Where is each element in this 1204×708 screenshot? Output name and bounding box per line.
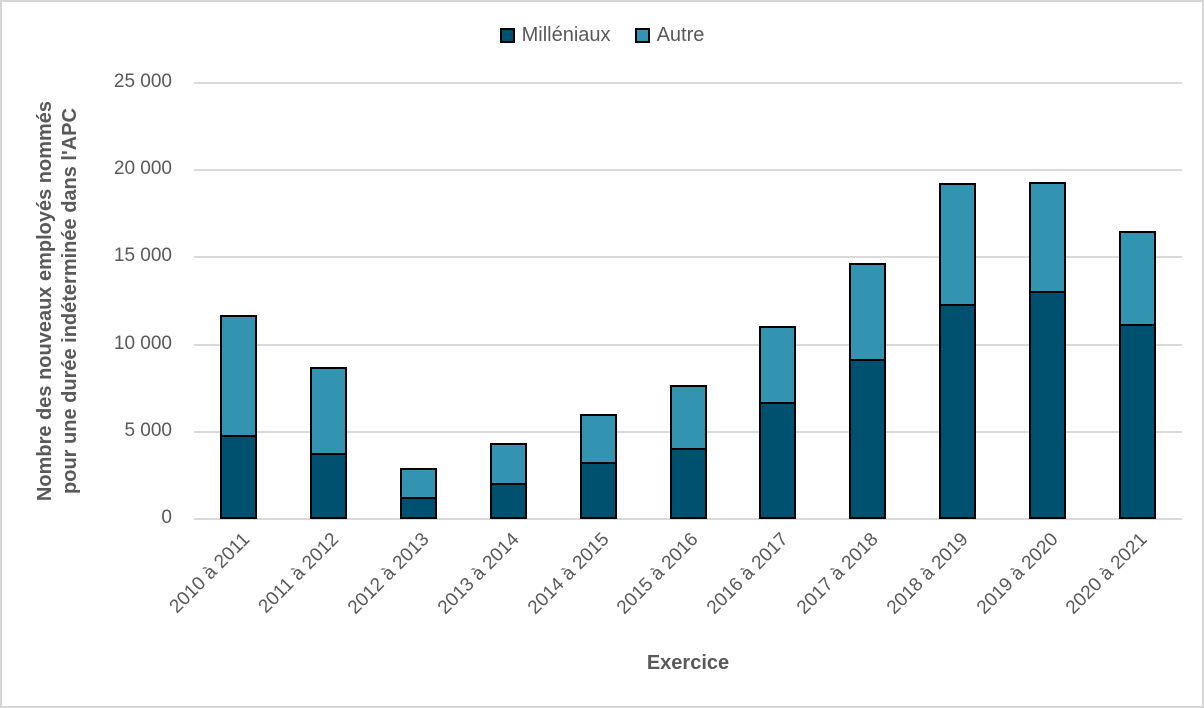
legend-swatch-milleniaux-icon [499, 28, 515, 43]
bar-segment-autre [759, 326, 797, 403]
y-tick-label: 5 000 [124, 419, 172, 441]
bar-segment-milleniaux [1028, 290, 1066, 519]
bar-segment-autre [220, 314, 258, 436]
y-axis-title: Nombre des nouveaux employés nommés pour… [33, 81, 85, 521]
bar-segment-milleniaux [579, 462, 617, 519]
bar-segment-autre [310, 367, 348, 453]
x-tick-label: 2014 à 2015 [523, 529, 614, 619]
legend-swatch-autre-icon [634, 28, 650, 43]
gridline [194, 343, 1182, 346]
x-tick-label: 2019 à 2020 [972, 529, 1063, 619]
bar-segment-autre [669, 384, 707, 448]
gridline [194, 169, 1182, 172]
bar-segment-milleniaux [759, 402, 797, 519]
y-tick-label: 0 [161, 507, 172, 528]
x-tick-label: 2013 à 2014 [433, 529, 524, 619]
bar-segment-autre [849, 262, 887, 360]
bar-segment-milleniaux [400, 497, 438, 519]
x-tick-label: 2012 à 2013 [343, 529, 434, 619]
bar-segment-milleniaux [849, 359, 887, 519]
y-tick-label: 10 000 [113, 332, 172, 354]
bar-segment-autre [489, 443, 527, 484]
legend-item-milleniaux: Milléniaux [499, 24, 611, 47]
gridline [194, 82, 1182, 84]
bar-segment-milleniaux [310, 452, 348, 519]
x-tick-label: 2015 à 2016 [613, 529, 703, 619]
legend-item-autre: Autre [634, 24, 705, 47]
plot-area [194, 82, 1182, 520]
x-tick-label: 2018 à 2019 [882, 529, 973, 619]
bar-segment-autre [1118, 231, 1156, 324]
x-tick-label: 2010 à 2011 [165, 529, 254, 618]
bar-segment-autre [1028, 182, 1066, 291]
x-tick-label: 2017 à 2018 [792, 529, 883, 619]
x-tick-label: 2020 à 2021 [1062, 529, 1152, 619]
gridline [194, 518, 1182, 520]
y-tick-label: 25 000 [113, 71, 172, 92]
legend-label-autre: Autre [656, 24, 705, 46]
bar-segment-milleniaux [938, 303, 976, 519]
x-axis-labels: 2010 à 2011 2011 à 2012 2012 à 2013 2013 à … [165, 529, 1182, 649]
bar-segment-autre [579, 413, 617, 463]
x-tick-label: 2016 à 2017 [703, 529, 793, 619]
x-tick-label: 2011 à 2012 [255, 529, 344, 618]
x-axis-title: Exercice [646, 652, 730, 674]
y-axis-title-line2: pour une durée indéterminée dans l'APC [59, 108, 81, 494]
bar-segment-milleniaux [1118, 323, 1156, 519]
y-tick-label: 20 000 [113, 158, 172, 180]
bar-segment-autre [400, 468, 438, 498]
legend-label-milleniaux: Milléniaux [521, 24, 611, 46]
bar-segment-milleniaux [489, 483, 527, 519]
gridline [194, 256, 1182, 259]
bar-segment-autre [938, 183, 976, 304]
y-axis-title-line1: Nombre des nouveaux employés nommés [34, 100, 56, 502]
bar-segment-milleniaux [220, 435, 258, 519]
legend: Milléniaux Autre [2, 24, 1202, 47]
y-tick-label: 15 000 [113, 245, 172, 267]
bar-segment-milleniaux [669, 447, 707, 519]
